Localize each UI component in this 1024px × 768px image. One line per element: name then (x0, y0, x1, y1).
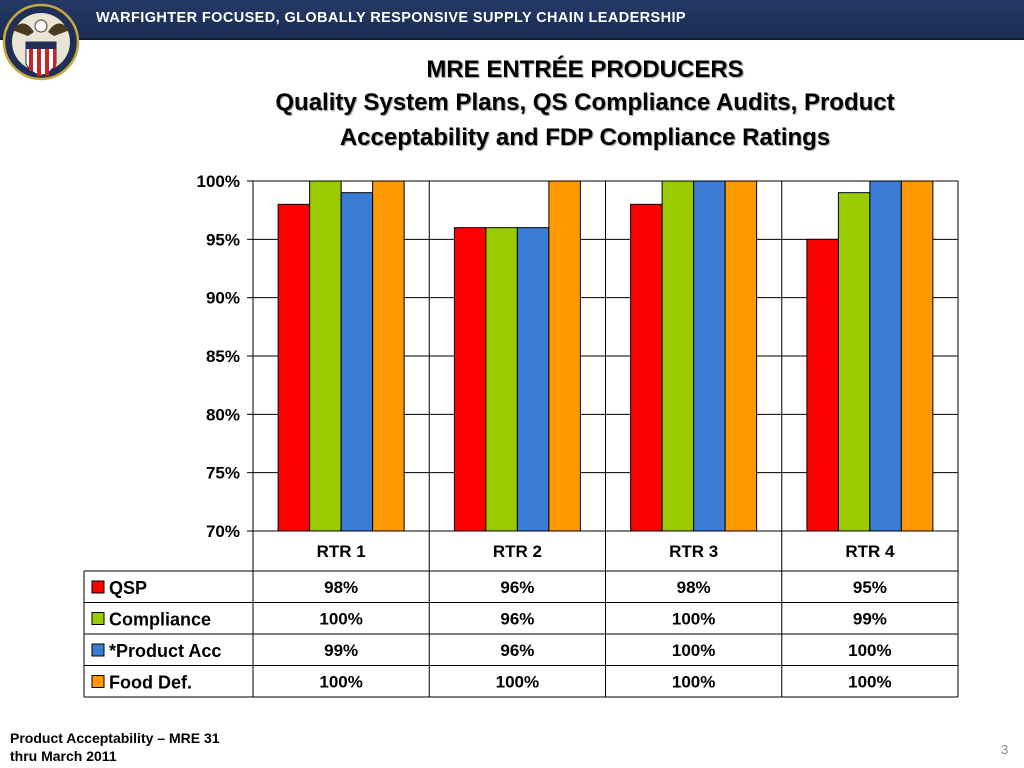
legend-label: Compliance (109, 610, 211, 630)
y-tick-label: 90% (206, 289, 240, 308)
y-tick-label: 95% (206, 230, 240, 249)
table-cell-value: 95% (853, 578, 887, 597)
page-number: 3 (1001, 742, 1009, 757)
banner-slogan: WARFIGHTER FOCUSED, GLOBALLY RESPONSIVE … (96, 10, 686, 26)
bar-fooddef (900, 180, 934, 532)
footnote: Product Acceptability – MRE 31 thru Marc… (10, 729, 220, 765)
category-label: RTR 2 (493, 542, 542, 561)
table-cell-value: 98% (324, 578, 358, 597)
table-cell-value: 100% (672, 673, 715, 692)
header-banner: WARFIGHTER FOCUSED, GLOBALLY RESPONSIVE … (0, 0, 1024, 40)
table-cell-value: 96% (500, 578, 534, 597)
footnote-line2: thru March 2011 (10, 748, 117, 764)
y-tick-label: 100% (197, 172, 240, 191)
category-label: RTR 1 (317, 542, 366, 561)
bar-productacc (516, 227, 550, 532)
bar-compliance (485, 227, 518, 532)
footnote-line1: Product Acceptability – MRE 31 (10, 730, 220, 746)
table-cell-value: 100% (672, 641, 715, 660)
bar-productacc (340, 192, 374, 532)
bar-qsp (806, 238, 839, 532)
table-cell-value: 98% (677, 578, 711, 597)
y-tick-label: 85% (206, 347, 240, 366)
y-tick-label: 75% (206, 464, 240, 483)
bar-fooddef (548, 180, 581, 532)
slide-subtitle-line2: Acceptability and FDP Compliance Ratings (339, 124, 831, 151)
bar-qsp (277, 203, 311, 532)
dla-seal-logo (2, 3, 80, 81)
table-cell-value: 96% (500, 610, 534, 629)
table-cell-value: 100% (496, 673, 539, 692)
y-tick-label: 80% (206, 405, 240, 424)
legend-swatch (91, 643, 105, 657)
legend-label: Food Def. (109, 673, 192, 693)
bar-compliance (661, 180, 695, 532)
y-tick-label: 70% (206, 522, 240, 541)
bar-fooddef (724, 180, 758, 532)
table-cell-value: 100% (319, 673, 362, 692)
legend-swatch (91, 675, 105, 688)
table-cell-value: 99% (853, 610, 887, 629)
table-cell-value: 100% (848, 673, 891, 692)
table-cell-value: 100% (848, 641, 891, 660)
bar-productacc (869, 180, 902, 532)
bar-compliance (837, 192, 871, 532)
legend-swatch (91, 580, 105, 594)
table-cell-value: 96% (500, 641, 534, 660)
slide-subtitle-line1: Quality System Plans, QS Compliance Audi… (275, 89, 895, 116)
legend-label: QSP (109, 578, 147, 598)
table-cell-value: 100% (672, 610, 715, 629)
bar-qsp (453, 227, 487, 532)
table-cell-value: 99% (324, 641, 358, 660)
legend-swatch (91, 612, 105, 625)
legend-label: *Product Acc (109, 641, 221, 661)
bar-qsp (630, 203, 663, 532)
slide-title: MRE ENTRÉE PRODUCERS (426, 56, 744, 83)
category-label: RTR 3 (669, 542, 718, 561)
table-cell-value: 100% (319, 610, 362, 629)
bar-fooddef (372, 180, 405, 532)
bar-compliance (309, 180, 342, 532)
bar-productacc (693, 180, 726, 532)
category-label: RTR 4 (845, 542, 895, 561)
